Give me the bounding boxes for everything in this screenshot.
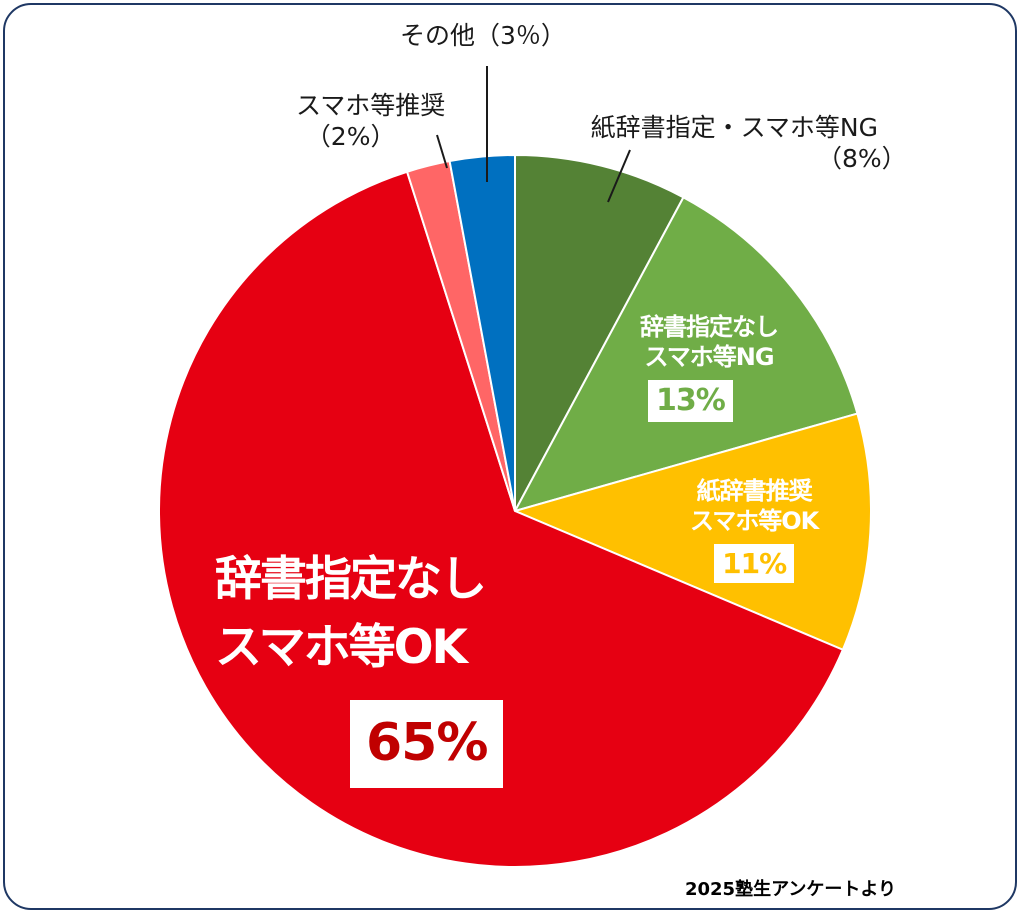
label-line: スマホ等推奨 [296,91,446,120]
label-line: 紙辞書推奨 [696,477,813,505]
slice-no-dict-ng [513,196,859,513]
label-line: 紙辞書指定・スマホ等NG [590,113,878,142]
value-label: 65% [350,700,504,788]
value-label: 11% [714,544,795,583]
label-line: （8%） [817,144,907,174]
label-other: その他（3％） [400,20,566,51]
value-label: 13% [648,380,733,422]
leader-line-smartphone-recommended [436,134,448,169]
label-smartphone-recommended: スマホ等推奨 （2%） [296,90,445,153]
label-line: （2%） [305,122,396,152]
label-line: 辞書指定なし [640,313,779,341]
leader-lines [436,66,631,203]
label-line: スマホ等OK [215,620,468,676]
source-note: 2025塾生アンケートより [684,879,896,900]
slice-paper-dict-ng [514,153,685,512]
pie-slices [158,153,872,868]
label-paper-dict-ng: 紙辞書指定・スマホ等NG （8%） [562,112,907,175]
label-no-dict-ng: 辞書指定なし スマホ等NG 13% [640,312,779,422]
slice-paper-dict-ok [511,412,872,652]
label-line: その他（3％） [400,21,566,50]
label-line: 辞書指定なし [215,552,487,607]
label-no-dict-ok: 辞書指定なし スマホ等OK 65% [215,546,504,788]
label-line: スマホ等OK [690,507,819,535]
slice-no-dict-ok [158,170,845,868]
leader-line-paper-dict-ng [607,149,631,203]
label-line: スマホ等NG [644,343,774,371]
slice-other [448,153,516,512]
label-paper-dict-ok: 紙辞書推奨 スマホ等OK 11% [690,476,819,583]
